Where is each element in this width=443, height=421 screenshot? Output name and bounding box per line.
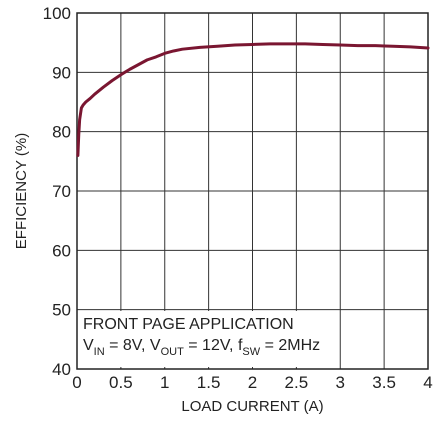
vin-subscript: IN [94, 346, 105, 358]
vout-value: = 12V, [184, 337, 238, 354]
plot-border [76, 12, 429, 370]
fsw-value: = 2MHz [260, 337, 320, 354]
vout-subscript: OUT [161, 346, 185, 358]
y-tick-label: 50 [52, 301, 71, 320]
x-tick-label: 4 [423, 373, 432, 392]
y-tick-label: 100 [43, 4, 71, 23]
annotation-line-2: VIN = 8V, VOUT = 12V, fSW = 2MHz [83, 337, 320, 358]
y-tick-label: 70 [52, 182, 71, 201]
y-tick-label: 60 [52, 241, 71, 260]
x-tick-label: 3 [336, 373, 345, 392]
y-tick-label: 40 [52, 360, 71, 379]
y-tick-labels: 40 50 60 70 80 90 100 [43, 4, 71, 379]
x-tick-label: 2 [248, 373, 257, 392]
x-tick-label: 3.5 [372, 373, 396, 392]
y-tick-label: 80 [52, 123, 71, 142]
x-tick-label: 1.5 [197, 373, 221, 392]
x-tick-label: 0.5 [109, 373, 133, 392]
annotation-background [79, 311, 335, 367]
x-tick-label: 0 [72, 373, 81, 392]
grid [76, 12, 429, 370]
vout-label: V [150, 337, 161, 354]
fsw-label: f [238, 337, 243, 354]
plot-frame [76, 12, 429, 370]
y-tick-label: 90 [52, 63, 71, 82]
x-tick-labels: 0 0.5 1 1.5 2 2.5 3 3.5 4 [72, 373, 432, 392]
x-tick-label: 2.5 [285, 373, 309, 392]
x-axis-label: LOAD CURRENT (A) [181, 398, 323, 415]
x-tick-label: 1 [160, 373, 169, 392]
annotation-line-1: FRONT PAGE APPLICATION [83, 316, 294, 333]
efficiency-curve [76, 42, 430, 157]
vin-label: V [83, 337, 94, 354]
vin-value: = 8V, [105, 337, 150, 354]
y-axis-label: EFFICIENCY (%) [13, 133, 30, 249]
fsw-subscript: SW [242, 346, 260, 358]
